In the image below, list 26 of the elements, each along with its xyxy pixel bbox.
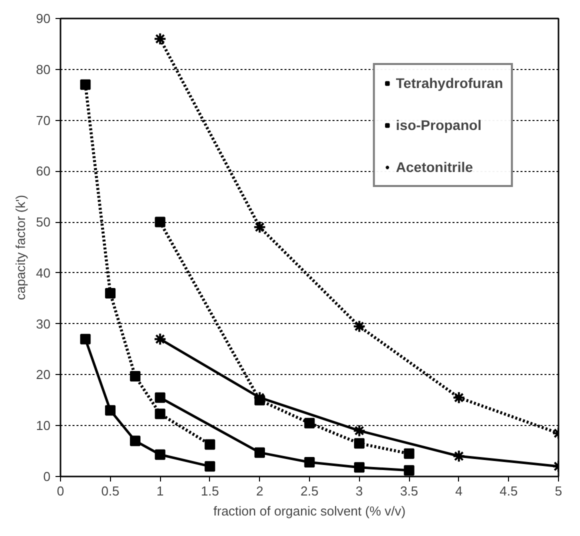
y-tick-label: 0 xyxy=(43,469,51,484)
y-tick-label: 90 xyxy=(36,11,51,26)
legend-label: Tetrahydrofuran xyxy=(396,75,503,91)
y-tick-label: 80 xyxy=(36,62,51,77)
x-tick-label: 1.5 xyxy=(200,484,219,498)
x-tick-label: 1 xyxy=(156,484,164,498)
y-tick-label: 20 xyxy=(36,367,51,382)
x-axis-title: fraction of organic solvent (% v/v) xyxy=(213,504,406,518)
x-tick-label: 3 xyxy=(356,484,363,498)
x-tick-label: 4.5 xyxy=(500,484,518,498)
y-tick-label: 60 xyxy=(36,164,51,179)
legend-label: iso-Propanol xyxy=(396,117,482,133)
y-tick-label: 30 xyxy=(36,316,51,332)
y-tick-label: 70 xyxy=(36,112,51,128)
x-tick-label: 2 xyxy=(256,484,264,498)
x-tick-label: 3.5 xyxy=(400,484,418,498)
x-tick-label: 0.5 xyxy=(101,484,120,498)
x-tick-label: 0 xyxy=(56,484,64,498)
y-axis-title: capacity factor (k') xyxy=(13,194,28,300)
x-tick-label: 4 xyxy=(455,484,463,498)
x-tick-label: 2.5 xyxy=(300,484,319,498)
y-tick-label: 10 xyxy=(36,418,51,434)
x-tick-label: 5 xyxy=(554,484,562,498)
y-tick-label: 50 xyxy=(36,214,51,230)
legend-label: Acetonitrile xyxy=(396,159,473,175)
y-tick-label: 40 xyxy=(36,265,51,280)
